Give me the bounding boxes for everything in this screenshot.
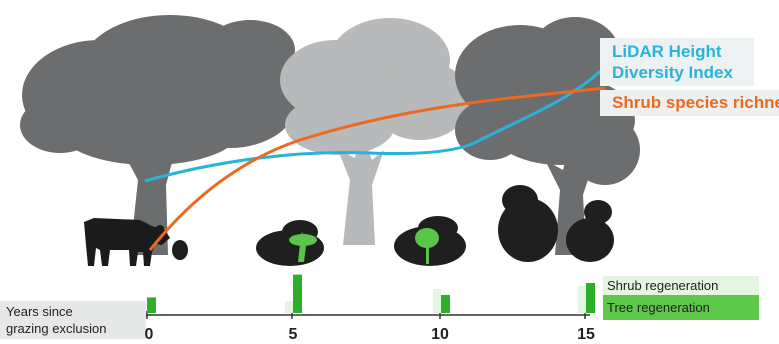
years-since-grazing-exclusion-label: Years since grazing exclusion xyxy=(0,301,146,339)
lidar-height-diversity-label: LiDAR Height Diversity Index xyxy=(600,38,754,86)
lidar-curve xyxy=(144,65,607,183)
shrub-illustration xyxy=(172,185,614,266)
tree-regeneration-bar-5 xyxy=(293,274,302,313)
years-label-line2: grazing exclusion xyxy=(6,321,107,336)
shrub-regeneration-bar-10 xyxy=(433,289,441,313)
regeneration-bars xyxy=(147,274,595,313)
tick-label-15: 15 xyxy=(577,326,595,343)
cow-illustration xyxy=(84,218,170,266)
tree-middle-illustration xyxy=(280,18,470,245)
tree-regeneration-legend: Tree regeneration xyxy=(603,295,759,320)
richness-curve xyxy=(148,86,606,251)
shrub-regeneration-bar-5 xyxy=(285,301,293,313)
lidar-label-line2: Diversity Index xyxy=(612,63,733,82)
young-tree-illustration xyxy=(289,228,439,264)
shrub-regeneration-legend: Shrub regeneration xyxy=(603,276,759,295)
tick-label-0: 0 xyxy=(144,326,154,343)
tick-label-10: 10 xyxy=(431,326,449,343)
tree-regeneration-bar-10 xyxy=(441,295,450,313)
tree-left-illustration xyxy=(20,15,298,255)
tree-regeneration-bar-15 xyxy=(586,283,595,313)
shrub-species-richness-label: Shrub species richness xyxy=(600,90,779,116)
shrub-regeneration-bar-15 xyxy=(578,285,586,313)
tick-label-5: 5 xyxy=(288,326,298,343)
tree-regeneration-bar-0 xyxy=(147,297,156,313)
lidar-label-line1: LiDAR Height xyxy=(612,42,722,61)
years-label-line1: Years since xyxy=(6,304,73,319)
